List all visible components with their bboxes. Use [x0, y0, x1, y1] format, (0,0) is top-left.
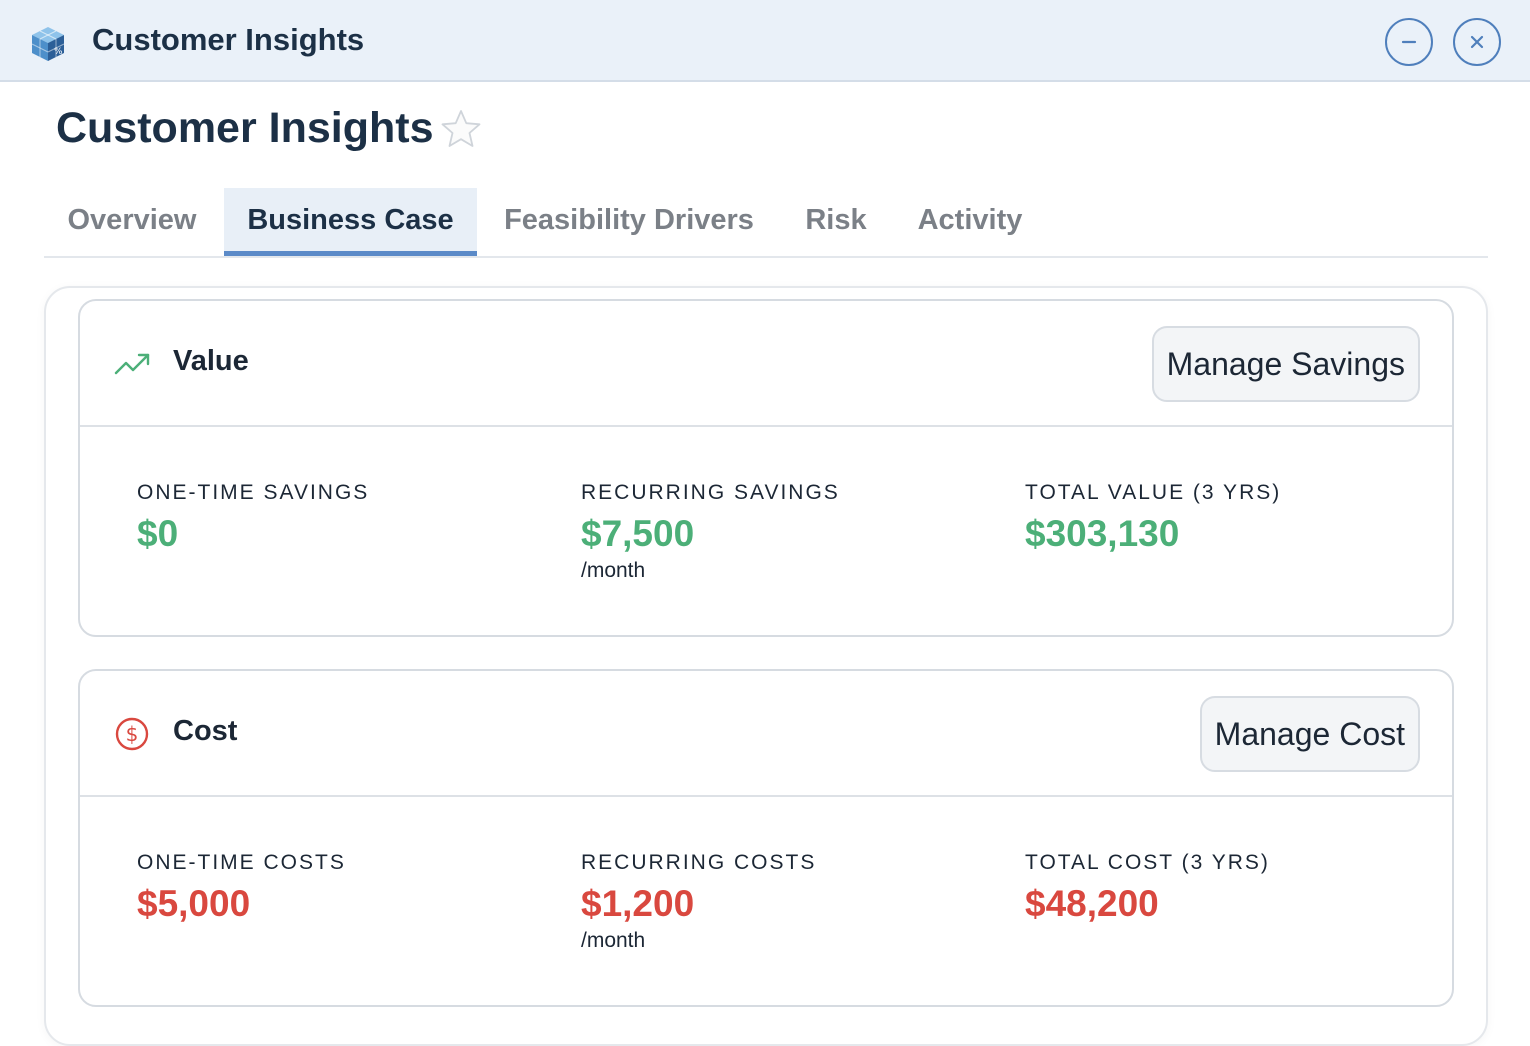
svg-text:$: $	[126, 722, 139, 746]
total-cost-metric: TOTAL COST (3 YRS) $48,200	[1025, 851, 1270, 925]
cost-card-header: $ Cost Manage Cost	[80, 671, 1452, 797]
metric-value: $0	[137, 513, 179, 554]
close-icon	[1470, 35, 1484, 49]
metric-label: TOTAL VALUE (3 YRS)	[1025, 481, 1282, 504]
cost-card-title: Cost	[173, 715, 238, 747]
metric-value: $48,200	[1025, 883, 1159, 924]
metric-period: /month	[581, 559, 646, 582]
metric-value: $5,000	[137, 883, 251, 924]
dollar-circle-icon: $	[115, 717, 149, 751]
metric-label: ONE-TIME COSTS	[137, 851, 346, 874]
tab-business-case[interactable]: Business Case	[224, 188, 477, 256]
tab-risk[interactable]: Risk	[805, 204, 867, 236]
recurring-savings-metric: RECURRING SAVINGS $7,500 /month	[581, 481, 840, 583]
cost-card: $ Cost Manage Cost ONE-TIME COSTS $5,000…	[78, 669, 1454, 1007]
one-time-costs-metric: ONE-TIME COSTS $5,000	[137, 851, 346, 925]
tab-activity[interactable]: Activity	[917, 204, 1023, 236]
minimize-icon	[1401, 40, 1417, 44]
metric-value: $303,130	[1025, 513, 1180, 554]
value-card-title: Value	[173, 345, 249, 377]
metric-label: TOTAL COST (3 YRS)	[1025, 851, 1270, 874]
window-titlebar: % Customer Insights	[0, 0, 1530, 82]
metric-value: $1,200	[581, 883, 695, 924]
one-time-savings-metric: ONE-TIME SAVINGS $0	[137, 481, 369, 555]
metric-label: RECURRING COSTS	[581, 851, 817, 874]
manage-cost-button[interactable]: Manage Cost	[1199, 696, 1420, 772]
star-icon[interactable]	[440, 108, 482, 150]
metric-value: $7,500	[581, 513, 695, 554]
data-cube-icon: %	[31, 27, 65, 61]
metric-period: /month	[581, 929, 646, 952]
tab-feasibility-drivers[interactable]: Feasibility Drivers	[504, 204, 754, 236]
total-value-metric: TOTAL VALUE (3 YRS) $303,130	[1025, 481, 1281, 555]
trending-up-icon	[114, 353, 150, 375]
tab-bar: Overview Business Case Feasibility Drive…	[44, 188, 1488, 258]
tab-overview[interactable]: Overview	[67, 204, 197, 236]
minimize-button[interactable]	[1385, 18, 1433, 66]
svg-text:%: %	[54, 47, 63, 57]
page-title: Customer Insights	[56, 104, 434, 152]
recurring-costs-metric: RECURRING COSTS $1,200 /month	[581, 851, 816, 953]
value-card-header: Value Manage Savings	[80, 301, 1452, 427]
manage-savings-button[interactable]: Manage Savings	[1151, 326, 1420, 402]
metric-label: RECURRING SAVINGS	[581, 481, 840, 504]
close-button[interactable]	[1453, 18, 1501, 66]
metric-label: ONE-TIME SAVINGS	[137, 481, 370, 504]
value-card: Value Manage Savings ONE-TIME SAVINGS $0…	[78, 299, 1454, 637]
window-title: Customer Insights	[92, 22, 365, 57]
